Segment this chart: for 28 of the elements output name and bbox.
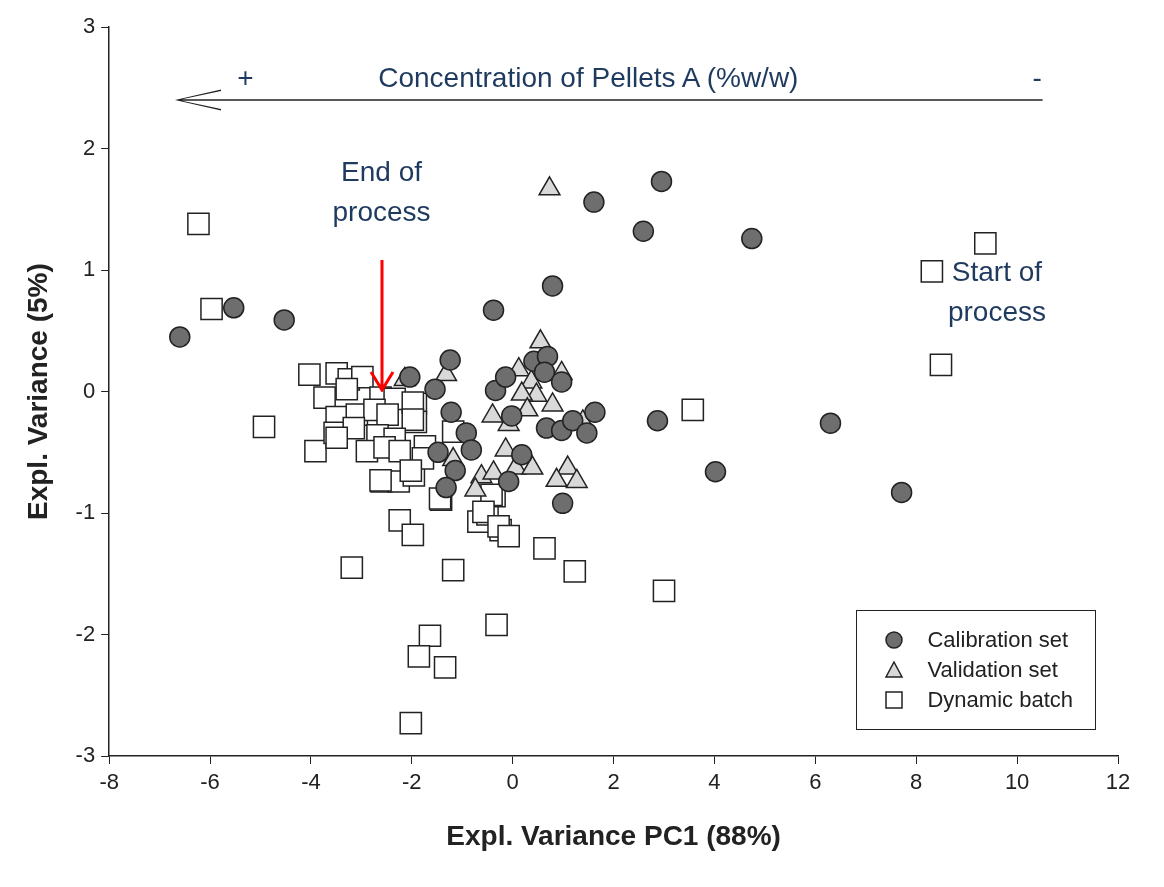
y-tick-label: -2 [75,620,96,646]
annotation: Concentration of Pellets A (%w/w) [377,60,800,95]
legend-label: Calibration set [927,626,1069,654]
x-tick-label: 6 [809,769,822,795]
x-tick-label: 2 [607,769,620,795]
y-tick-label: 0 [82,377,96,403]
y-tick-label: 2 [82,134,96,160]
y-tick-label: -3 [75,742,96,768]
x-tick-label: -8 [99,769,119,795]
y-tick-label: -1 [75,499,96,525]
x-tick-label: 4 [708,769,721,795]
x-tick-label: -4 [301,769,321,795]
y-tick-label: 1 [82,256,96,282]
annotation: - [1032,61,1042,93]
legend-label: Dynamic batch [927,686,1073,714]
x-tick-label: -2 [402,769,422,795]
annotation: + [237,61,254,93]
x-tick-label: 8 [910,769,923,795]
annotation: End of process [331,154,432,229]
legend-label: Validation set [927,656,1058,684]
x-tick-label: -6 [200,769,220,795]
annotation: Start of process [946,255,1047,330]
x-tick-label: 0 [506,769,519,795]
y-tick-label: 3 [82,13,96,39]
x-tick-label: 10 [1004,769,1030,795]
x-axis-title: Expl. Variance PC1 (88%) [446,819,781,851]
x-tick-label: 12 [1105,769,1131,795]
y-axis-title: Expl. Variance (5%) [21,263,53,520]
